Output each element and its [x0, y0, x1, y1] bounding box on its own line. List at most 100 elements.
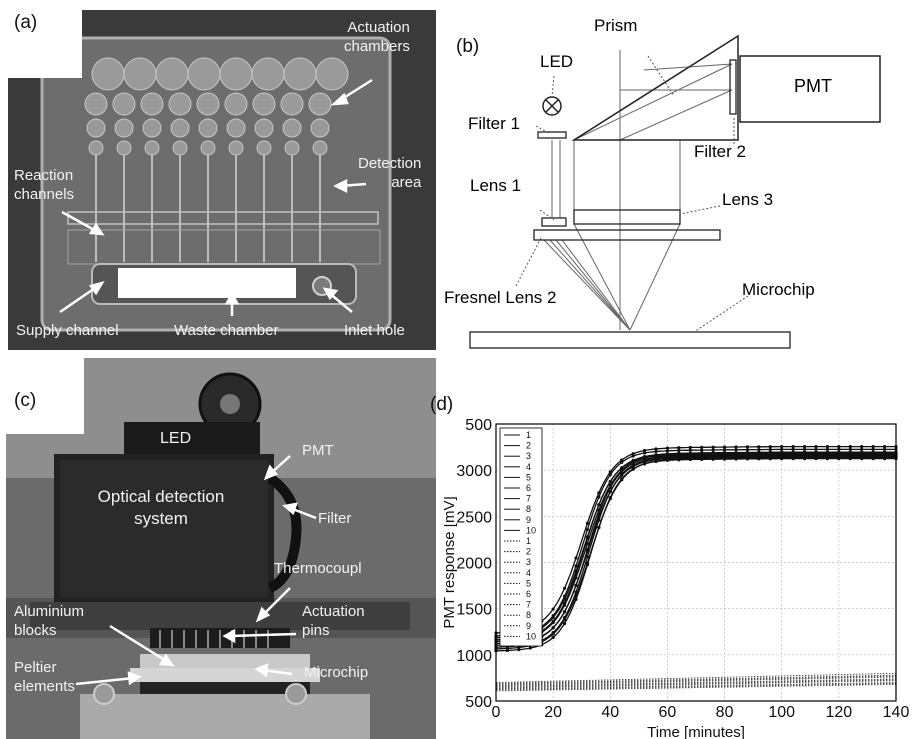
- data-point: [654, 449, 658, 454]
- pmt-box: [739, 55, 881, 123]
- legend-label: 7: [526, 494, 531, 504]
- label-fresnel: Fresnel Lens 2: [444, 288, 557, 307]
- data-point: [700, 445, 704, 449]
- data-point: [608, 490, 612, 494]
- data-point: [585, 555, 590, 559]
- data-point: [802, 457, 807, 461]
- data-point: [722, 445, 727, 449]
- label-reaction-channels: Reaction channels: [14, 167, 75, 203]
- x-tick-label: 120: [826, 704, 853, 721]
- legend-label: 8: [526, 610, 531, 620]
- data-point: [780, 445, 784, 449]
- y-tick-label: 500: [465, 417, 492, 434]
- data-point: [665, 455, 670, 460]
- label-pmt: PMT: [794, 76, 832, 96]
- data-point: [871, 445, 875, 449]
- series-negative-3: [495, 675, 897, 685]
- x-tick-label: 80: [716, 704, 734, 721]
- data-point: [825, 445, 830, 449]
- series-positive-3: [495, 451, 896, 639]
- data-point: [871, 447, 875, 451]
- data-point: [562, 586, 567, 590]
- data-point: [688, 445, 692, 450]
- data-point: [665, 458, 670, 463]
- legend-label: 5: [526, 578, 531, 588]
- label-microchip: Microchip: [742, 280, 815, 299]
- data-point: [574, 597, 578, 601]
- legend-label: 10: [526, 525, 536, 535]
- x-tick-label: 0: [492, 704, 501, 721]
- label-microchip-c: Microchip: [304, 664, 369, 681]
- label-optical-system: Optical detection system: [97, 487, 225, 528]
- legend-label: 4: [526, 462, 531, 472]
- data-point: [597, 518, 601, 522]
- legend-label: 5: [526, 472, 531, 482]
- data-point: [711, 445, 715, 449]
- data-point: [585, 541, 590, 546]
- data-point: [620, 460, 624, 464]
- data-point: [814, 447, 818, 451]
- data-point: [562, 603, 567, 607]
- data-point: [551, 635, 555, 640]
- data-point: [768, 447, 772, 452]
- data-point: [722, 457, 727, 461]
- label-thermocouple: Thermocoupl: [274, 560, 362, 577]
- y-tick-label: 1000: [456, 648, 492, 665]
- series-negative-10: [496, 683, 897, 692]
- data-point: [837, 457, 841, 461]
- data-point: [802, 447, 807, 451]
- panel-c-label: (c): [14, 390, 37, 411]
- x-tick-label: 60: [659, 704, 677, 721]
- data-point: [620, 470, 624, 474]
- data-point: [631, 467, 635, 471]
- legend-label: 4: [526, 568, 531, 578]
- data-point: [665, 449, 670, 453]
- y-tick-label: 3000: [456, 463, 492, 480]
- series-positive-2: [495, 448, 896, 637]
- label-lens1: Lens 1: [470, 176, 522, 195]
- label-peltier: Peltier elements: [14, 659, 75, 695]
- optical-schematic: [469, 34, 881, 349]
- y-tick-label: 2500: [456, 509, 492, 526]
- data-point: [608, 479, 612, 484]
- data-point: [814, 457, 818, 461]
- label-actuation-chambers: Actuation chambers: [344, 19, 410, 55]
- data-point: [882, 445, 887, 449]
- series-positive-7: [495, 456, 896, 646]
- x-tick-label: 140: [883, 704, 910, 721]
- data-point: [677, 446, 681, 450]
- legend-label: 10: [526, 631, 536, 641]
- data-point: [562, 609, 567, 614]
- series-positive-9: [495, 457, 896, 650]
- label-filter1: Filter 1: [468, 114, 520, 133]
- data-point: [757, 447, 761, 452]
- data-point: [745, 448, 750, 452]
- data-point: [608, 486, 612, 490]
- legend-box: [499, 427, 543, 647]
- data-point: [700, 448, 704, 452]
- legend-label: 2: [526, 441, 531, 451]
- panel-d-label: (d): [430, 394, 454, 415]
- data-point: [608, 473, 612, 477]
- data-point: [848, 447, 852, 451]
- label-pmt-c: PMT: [302, 442, 334, 459]
- panel-c-label-box: [0, 358, 84, 434]
- series-negative-5: [495, 678, 897, 687]
- legend-label: 1: [526, 430, 531, 440]
- panel-a-label-box: [0, 0, 82, 78]
- legend-label: 6: [526, 483, 531, 493]
- lens3-shape: [573, 209, 681, 225]
- data-point: [837, 447, 841, 451]
- series-positive-5: [495, 452, 896, 643]
- data-point: [631, 463, 635, 467]
- data-point: [528, 646, 532, 650]
- data-point: [791, 447, 795, 451]
- panel-a: (a) Actuation chambers Detection area Re…: [0, 0, 440, 352]
- label-led-c: LED: [160, 430, 192, 447]
- data-point: [551, 620, 555, 625]
- data-point: [848, 457, 852, 461]
- data-point: [700, 457, 704, 461]
- data-point: [654, 447, 658, 451]
- x-tick-label: 100: [768, 704, 795, 721]
- data-point: [860, 447, 864, 451]
